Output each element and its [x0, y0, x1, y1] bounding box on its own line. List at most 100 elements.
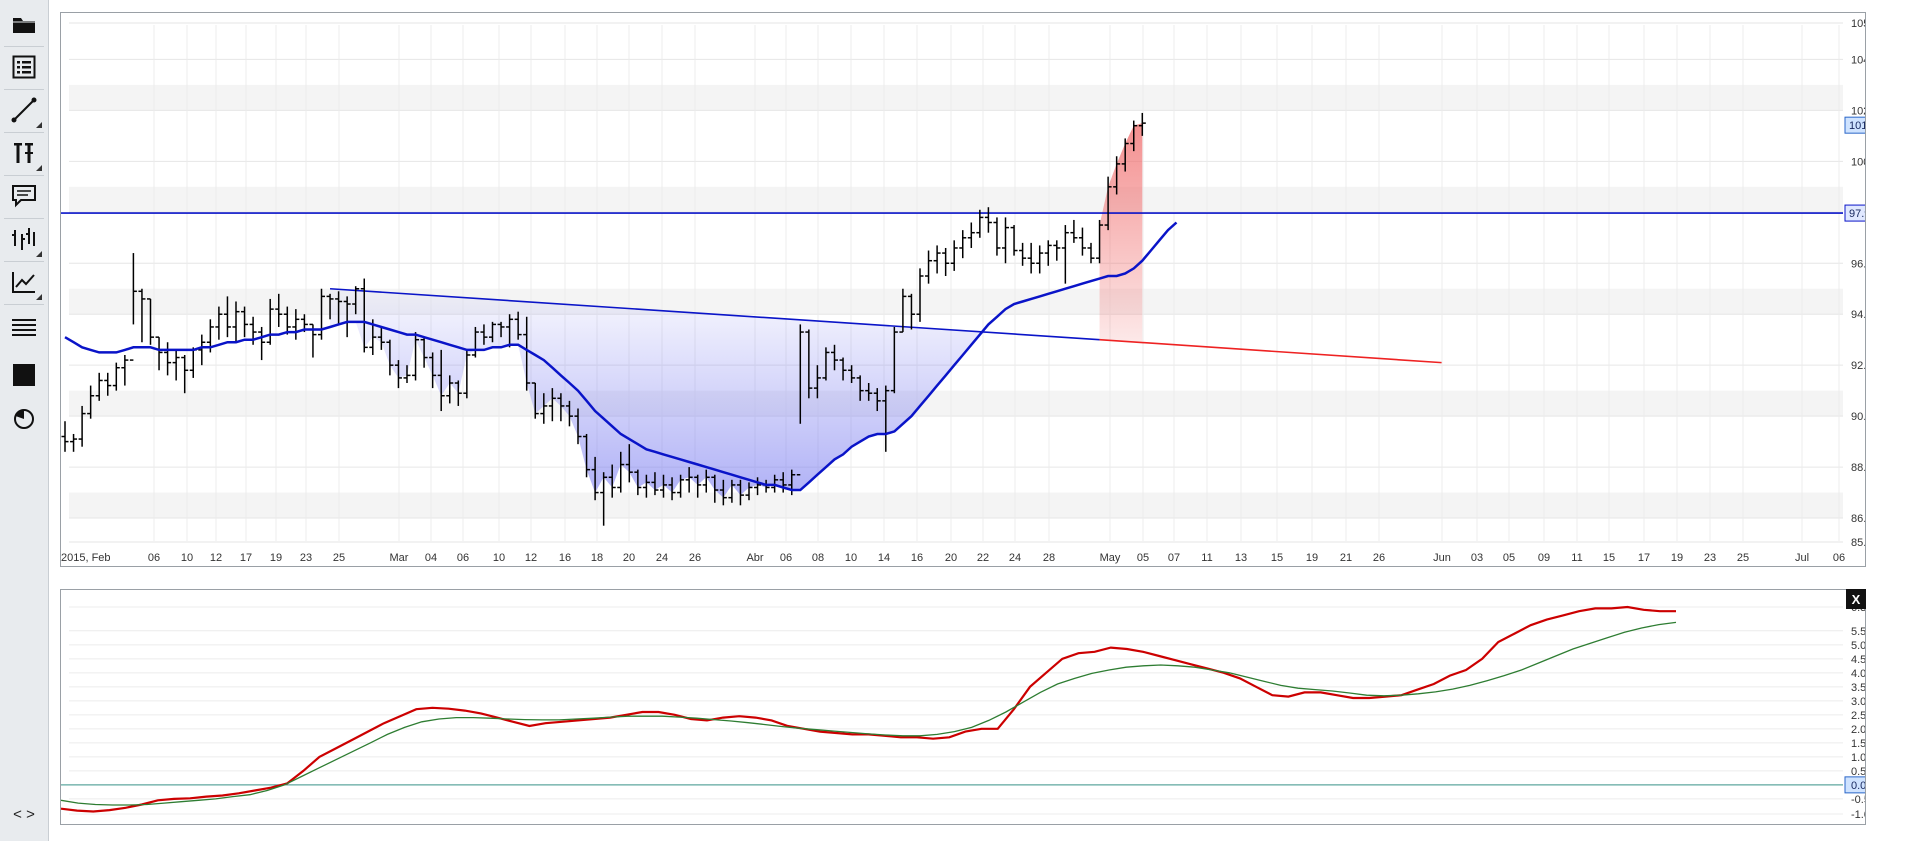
ohlc-bar: [514, 311, 522, 340]
x-tick-label: 15: [1271, 552, 1283, 564]
last-price-label: 101.42: [1844, 116, 1886, 134]
ohlc-bar: [241, 306, 249, 338]
ohlc-bar: [856, 375, 864, 401]
ohlc-bar: [668, 477, 676, 501]
oscillator-panel[interactable]: 6.355.505.004.504.003.503.002.502.001.50…: [60, 589, 1882, 825]
x-tick-label: 06: [457, 552, 469, 564]
oscillator-chart[interactable]: 6.355.505.004.504.003.503.002.502.001.50…: [60, 590, 1882, 824]
ohlc-bar: [437, 349, 445, 412]
x-tick-label: 13: [1235, 552, 1247, 564]
ohlc-bar: [600, 472, 608, 526]
ohlc-bar: [531, 382, 539, 419]
pie-button[interactable]: [4, 399, 44, 439]
osc-y-tick-label: 2.00: [1851, 724, 1865, 736]
ohlc-bar: [702, 469, 710, 493]
ohlc-bar: [540, 393, 548, 424]
ohlc-bar: [70, 433, 78, 452]
ohlc-bar: [497, 321, 505, 338]
open-button[interactable]: [4, 4, 44, 44]
price-chart[interactable]: 105.43 104.00 102.00 100.00 96.00 94.00 92.00 9…: [61, 13, 1886, 566]
x-tick-label: 16: [559, 552, 571, 564]
ohlc-bar: [87, 385, 95, 419]
ohlc-bar: [890, 326, 898, 394]
x-tick-label: 08: [812, 552, 824, 564]
y-tick-label: 86.00: [1851, 513, 1865, 525]
price-chart-panel[interactable]: 105.43 104.00 102.00 100.00 96.00 94.00 92.00 9…: [60, 12, 1886, 567]
ohlc-bar: [967, 222, 975, 248]
ohlc-bar: [754, 477, 762, 496]
grid-band: [69, 84, 1843, 111]
x-tick-label: 2015, Feb: [61, 552, 111, 564]
x-tick-label: 24: [1009, 552, 1021, 564]
ohlc-bar: [335, 291, 343, 325]
osc-y-tick-label: 5.00: [1851, 640, 1865, 652]
red-pattern-fill: [1099, 123, 1143, 343]
x-tick-label: 15: [1603, 552, 1615, 564]
ohlc-bar: [831, 344, 838, 371]
ohlc-bar: [1096, 219, 1104, 264]
ohlc-bar: [728, 479, 736, 503]
trendline-icon: [11, 97, 37, 123]
x-tick-label: May: [1100, 552, 1121, 564]
y-tick-label: 85.06: [1851, 537, 1865, 549]
ohlc-bar: [112, 362, 120, 391]
x-tick-label: 20: [623, 552, 635, 564]
ohlc-bar: [651, 472, 659, 496]
ohlc-bar: [583, 433, 591, 478]
annotation-tool-button[interactable]: [4, 176, 44, 216]
ohlc-bar: [984, 207, 992, 233]
x-tick-label: 07: [1168, 552, 1180, 564]
ohlc-bar: [548, 388, 556, 422]
x-tick-label: 05: [1137, 552, 1149, 564]
osc-y-tick-label: 5.50: [1851, 626, 1865, 638]
x-tick-label: 10: [845, 552, 857, 564]
x-tick-label: 23: [300, 552, 312, 564]
ohlc-bar: [677, 474, 685, 498]
x-tick-label: 17: [240, 552, 252, 564]
ohlc-bar: [283, 306, 291, 335]
bars-icon: [12, 228, 35, 250]
ohlc-bar: [907, 293, 915, 330]
y-tick-label: 92.00: [1851, 360, 1865, 372]
grid-band: [69, 492, 1843, 519]
grid-band: [69, 390, 1843, 417]
ohlc-bar: [625, 444, 633, 483]
ohlc-bar: [189, 347, 197, 378]
ohlc-bar: [1104, 176, 1112, 231]
ohlc-bar: [360, 278, 368, 353]
indicators-button[interactable]: [4, 262, 44, 302]
ohlc-bar: [446, 375, 454, 404]
x-tick-label: 12: [210, 552, 222, 564]
svg-text:101.42: 101.42: [1849, 120, 1865, 132]
ohlc-bar: [839, 357, 847, 381]
x-tick-label: 25: [1737, 552, 1749, 564]
ohlc-bar: [745, 482, 753, 501]
ohlc-bar: [471, 326, 479, 358]
chart-type-button[interactable]: [4, 219, 44, 259]
ohlc-bar: [343, 296, 351, 338]
osc-y-tick-label: 3.00: [1851, 696, 1865, 708]
ohlc-bar: [138, 288, 146, 343]
x-tick-label: 28: [1043, 552, 1055, 564]
x-tick-label: 06: [780, 552, 792, 564]
list-icon: [12, 55, 36, 79]
ohlc-bar: [873, 388, 881, 412]
osc-y-tick-label: 4.00: [1851, 668, 1865, 680]
settings-menu-button[interactable]: [4, 308, 44, 348]
collapse-toolbar-toggle[interactable]: < >: [13, 806, 35, 823]
color-button[interactable]: [4, 355, 44, 395]
ohlc-bar: [1130, 120, 1138, 152]
ohlc-bar: [1138, 112, 1146, 136]
x-tick-label: 03: [1471, 552, 1483, 564]
x-tick-label: 05: [1503, 552, 1515, 564]
signal-line: [60, 621, 1677, 806]
close-oscillator-button[interactable]: X: [1846, 589, 1866, 609]
x-tick-label: 23: [1704, 552, 1716, 564]
ohlc-bar: [899, 288, 907, 333]
data-table-button[interactable]: [4, 47, 44, 87]
ohlc-bar: [882, 385, 890, 452]
ohlc-bar: [104, 372, 112, 396]
fib-tool-button[interactable]: [4, 133, 44, 173]
line-tool-button[interactable]: [4, 90, 44, 130]
square-icon: [13, 364, 35, 386]
